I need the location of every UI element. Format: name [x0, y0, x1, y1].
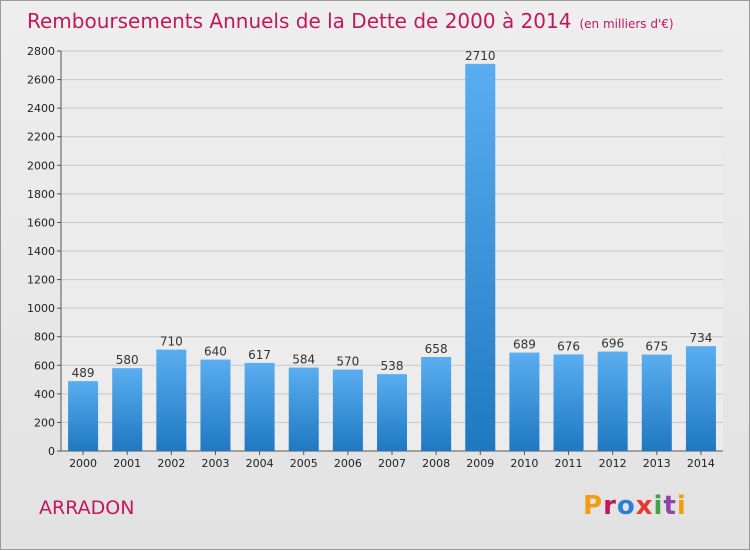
x-tick-label-2012: 2012	[599, 457, 627, 470]
logo-letter: i	[653, 491, 664, 521]
x-tick-label-2002: 2002	[157, 457, 185, 470]
y-tick-label: 1000	[27, 302, 55, 315]
y-tick-label: 400	[34, 388, 55, 401]
data-label-2007: 538	[381, 359, 404, 373]
logo-letter: i	[676, 491, 687, 521]
y-tick-label: 2200	[27, 131, 55, 144]
x-tick-label-2006: 2006	[334, 457, 362, 470]
y-tick-label: 1800	[27, 188, 55, 201]
bar-2007	[376, 374, 408, 451]
x-tick-label-2003: 2003	[201, 457, 229, 470]
data-label-2014: 734	[689, 331, 712, 345]
chart-title-main: Remboursements Annuels de la Dette de 20…	[27, 9, 572, 33]
data-label-2004: 617	[248, 348, 271, 362]
bar-2011	[553, 354, 584, 451]
data-label-2006: 570	[336, 355, 359, 369]
y-tick-label: 200	[34, 416, 55, 429]
bar-2008	[421, 357, 452, 451]
bar-2013	[641, 354, 672, 451]
x-tick-label-2011: 2011	[555, 457, 583, 470]
bar-2014	[685, 346, 716, 451]
y-tick-label: 2800	[27, 45, 55, 58]
bar-2001	[112, 368, 143, 451]
data-label-2005: 584	[292, 353, 315, 367]
bar-2005	[288, 367, 319, 451]
y-tick-label: 1200	[27, 274, 55, 287]
data-label-2008: 658	[425, 342, 448, 356]
x-tick-label-2005: 2005	[290, 457, 318, 470]
chart-title-unit: (en milliers d'€)	[579, 17, 674, 31]
data-label-2009: 2710	[465, 49, 496, 63]
data-label-2000: 489	[72, 366, 95, 380]
data-label-2011: 676	[557, 339, 580, 353]
y-tick-label: 2400	[27, 102, 55, 115]
y-tick-label: 1400	[27, 245, 55, 258]
data-label-2010: 689	[513, 338, 536, 352]
bar-2000	[68, 381, 99, 451]
y-tick-label: 0	[48, 445, 55, 458]
y-tick-label: 600	[34, 359, 55, 372]
logo-letter: r	[603, 491, 617, 521]
data-label-2013: 675	[645, 340, 668, 354]
proxiti-logo: Proxiti	[583, 491, 687, 521]
x-tick-label-2014: 2014	[687, 457, 715, 470]
bar-2009	[465, 63, 496, 451]
bar-2002	[156, 349, 187, 451]
x-tick-label-2008: 2008	[422, 457, 450, 470]
bar-2010	[509, 352, 540, 451]
x-tick-label-2007: 2007	[378, 457, 406, 470]
y-tick-label: 800	[34, 331, 55, 344]
logo-letter: t	[663, 491, 677, 521]
y-tick-label: 1600	[27, 216, 55, 229]
x-tick-label-2001: 2001	[113, 457, 141, 470]
logo-letter: o	[616, 491, 636, 521]
x-tick-label-2000: 2000	[69, 457, 97, 470]
bar-2003	[200, 359, 231, 451]
bar-2006	[332, 369, 363, 451]
bar-2004	[244, 362, 275, 451]
y-tick-label: 2000	[27, 159, 55, 172]
x-tick-label-2004: 2004	[246, 457, 274, 470]
x-tick-label-2010: 2010	[510, 457, 538, 470]
data-label-2001: 580	[116, 353, 139, 367]
bar-2012	[597, 351, 628, 451]
logo-letter: P	[583, 491, 604, 521]
data-label-2003: 640	[204, 345, 227, 359]
x-tick-label-2013: 2013	[643, 457, 671, 470]
data-label-2002: 710	[160, 335, 183, 349]
chart-title: Remboursements Annuels de la Dette de 20…	[27, 9, 674, 33]
logo-letter: x	[635, 491, 654, 521]
y-tick-label: 2600	[27, 74, 55, 87]
commune-name: ARRADON	[39, 497, 135, 519]
data-label-2012: 696	[601, 337, 624, 351]
x-tick-label-2009: 2009	[466, 457, 494, 470]
